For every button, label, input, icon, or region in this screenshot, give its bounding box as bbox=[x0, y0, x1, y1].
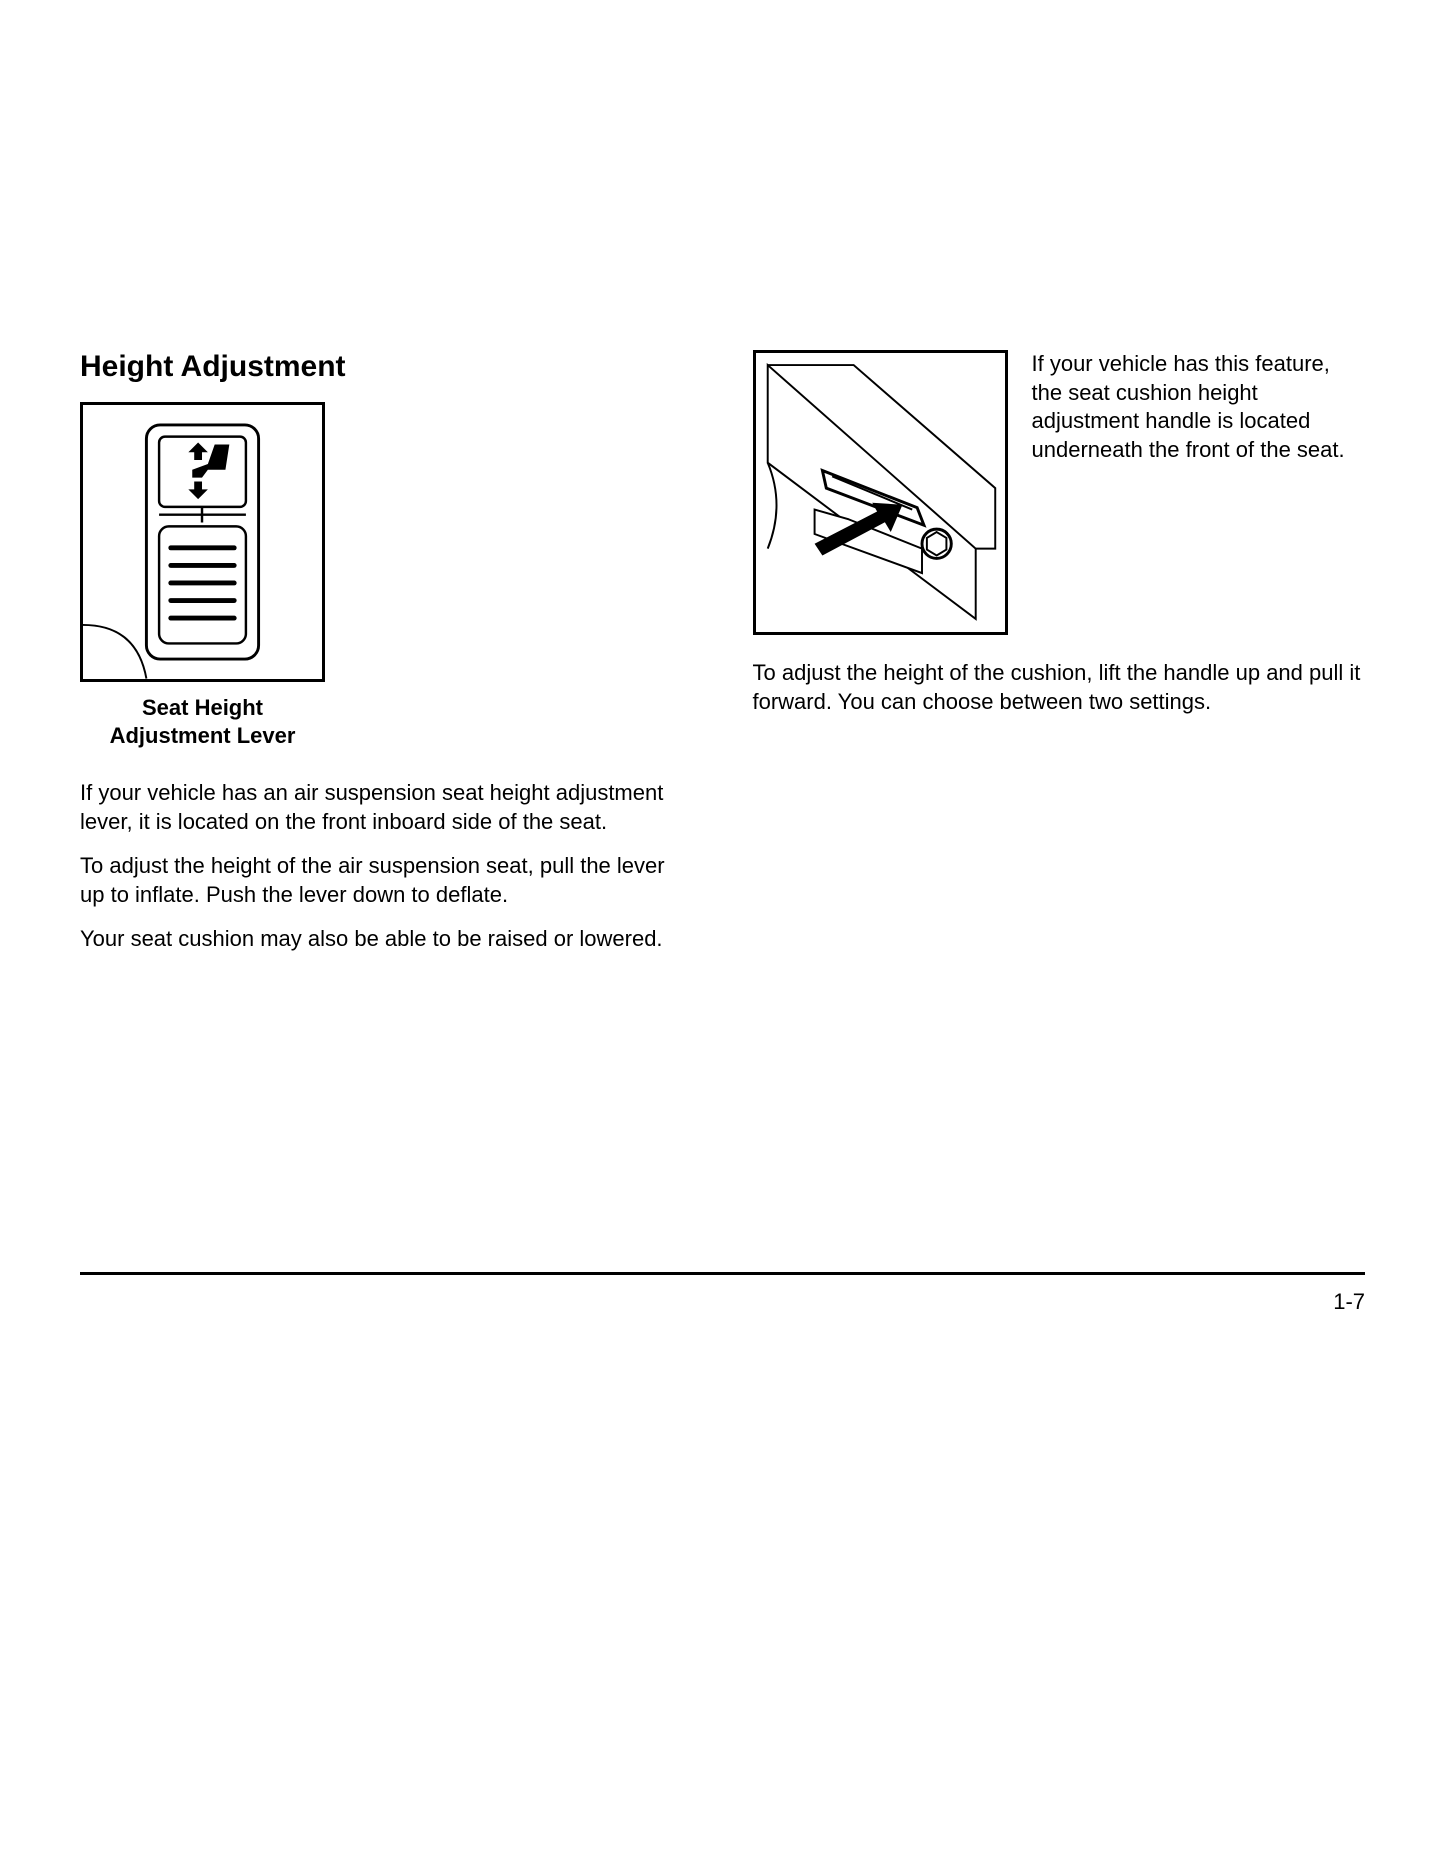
figure-side-text: If your vehicle has this feature, the se… bbox=[1032, 350, 1366, 635]
paragraph: To adjust the height of the air suspensi… bbox=[80, 852, 693, 909]
figure-caption-left: Seat Height Adjustment Lever bbox=[80, 694, 325, 749]
footer-rule bbox=[80, 1272, 1365, 1275]
right-column: If your vehicle has this feature, the se… bbox=[753, 350, 1366, 970]
seat-lever-illustration bbox=[80, 402, 325, 682]
seat-handle-illustration bbox=[753, 350, 1008, 635]
paragraph: If your vehicle has an air suspension se… bbox=[80, 779, 693, 836]
paragraph: To adjust the height of the cushion, lif… bbox=[753, 659, 1366, 716]
two-column-layout: Height Adjustment bbox=[80, 350, 1365, 970]
figure-with-side-text: If your vehicle has this feature, the se… bbox=[753, 350, 1366, 635]
section-title: Height Adjustment bbox=[80, 350, 693, 384]
paragraph: Your seat cushion may also be able to be… bbox=[80, 925, 693, 954]
left-column: Height Adjustment bbox=[80, 350, 693, 970]
manual-page: Height Adjustment bbox=[0, 0, 1445, 1870]
page-number: 1-7 bbox=[1333, 1289, 1365, 1315]
